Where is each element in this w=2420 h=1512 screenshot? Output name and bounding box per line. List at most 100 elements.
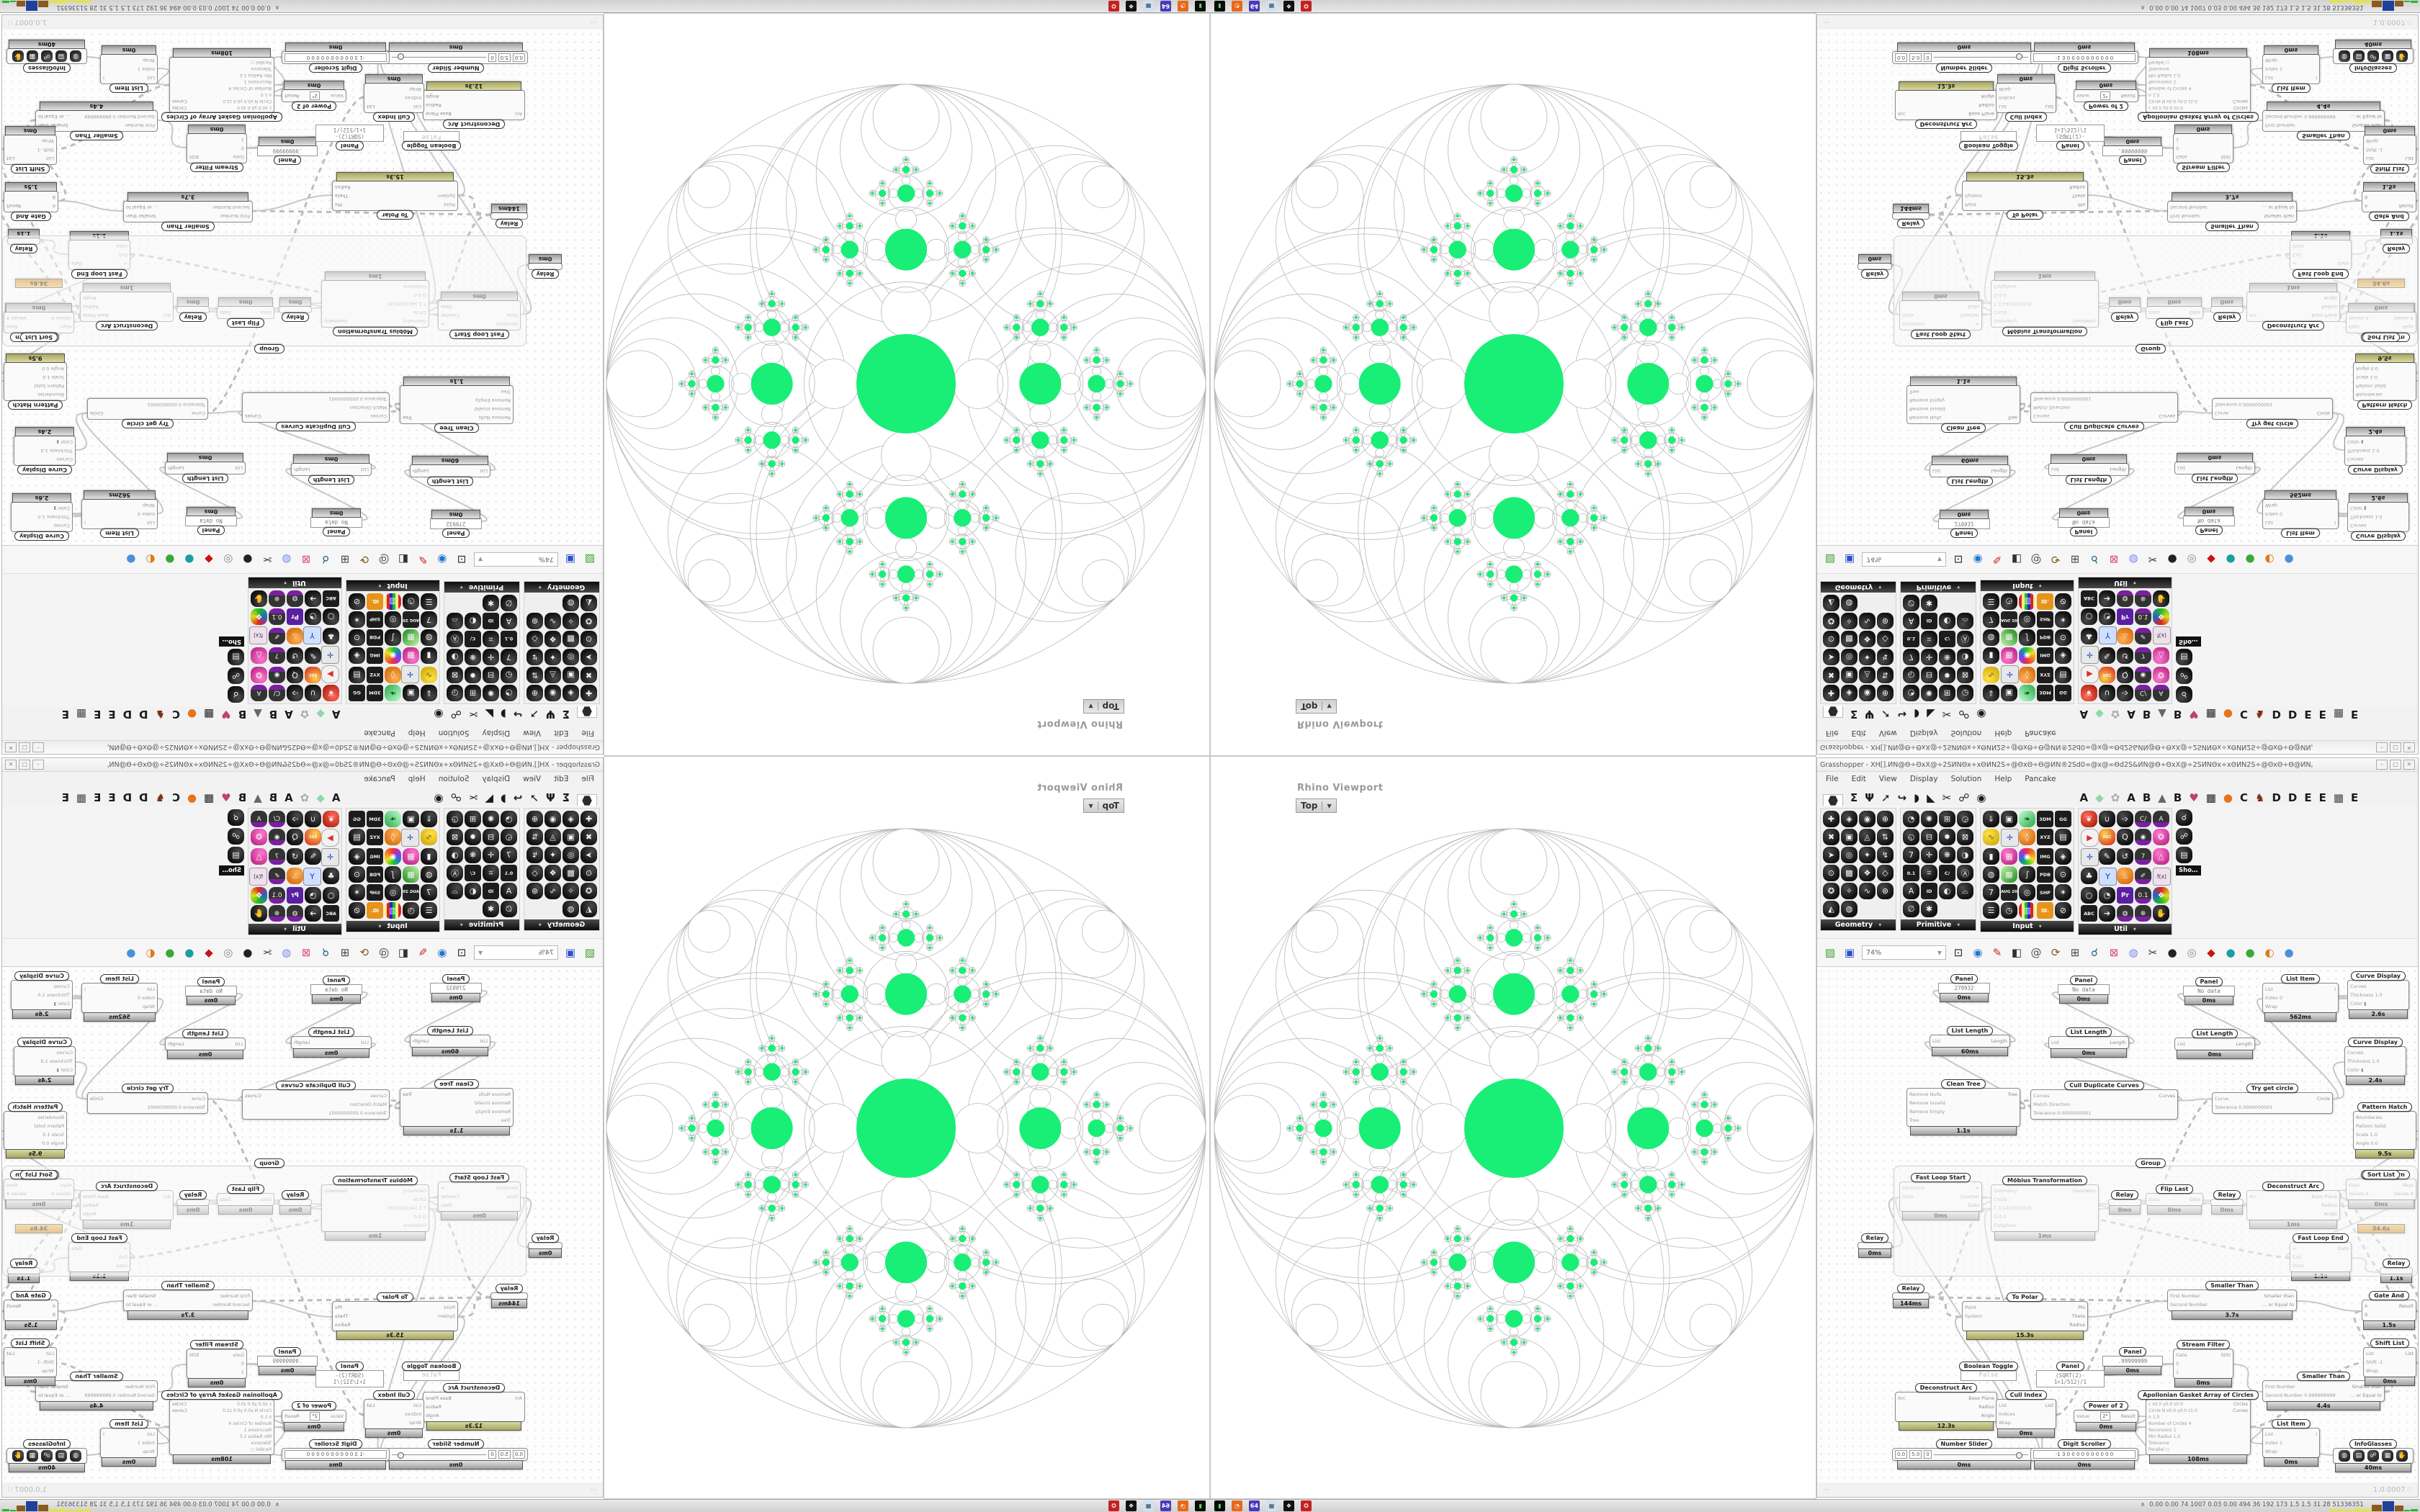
tab-plugin-7[interactable]: ♥ [2189,791,2199,804]
tab-plugin-2[interactable]: ✿ [2110,708,2120,721]
palette-icon-primitive-9[interactable]: ✛ [483,847,499,863]
palette-icon-input-7[interactable]: ◊ [2019,829,2035,845]
tab-plugin-1[interactable]: ◆ [2095,791,2104,804]
palette-icon-util-25[interactable]: ABC [2081,905,2097,922]
node-shift-list[interactable]: Shift List List List Shift -1 Wrap 0ms [4,1338,57,1386]
palette-group-label-geometry[interactable]: Geometry ▾ [1821,919,1896,930]
tab-plugin-11[interactable]: ♞ [2255,791,2265,804]
sphere-dark-icon[interactable]: ● [243,553,253,566]
gh-canvas[interactable]: Panel 279932 0ms List Length List Length 60ms C… [2,967,603,1482]
gift-box-icon[interactable]: ⊠ [2109,553,2119,566]
floppy64-icon[interactable]: 64 [1160,1500,1171,1511]
maximize-button[interactable]: □ [19,742,30,752]
palette-icon-primitive-11[interactable]: ◑ [447,847,463,863]
tab-icon-2[interactable]: ➚ [1881,708,1891,721]
palette-icon-geometry-10[interactable]: ✦ [544,847,561,863]
palette-icon-primitive-4[interactable]: ◵ [1903,829,1919,845]
palette-icon-util-14[interactable]: △ [251,647,267,664]
palette-icon-input-5[interactable]: ∿ [421,829,437,845]
node-pattern-hatch[interactable]: Pattern Hatch Boundaries Pattern Solid Scal… [2353,1102,2416,1158]
palette-icon-primitive-7[interactable]: ⊠ [1957,829,1973,845]
palette-icon-input-8[interactable]: XYZ [2037,667,2053,683]
ball-teal-icon[interactable]: ● [2226,946,2236,959]
palette-icon-geometry-16[interactable]: ✪ [1823,883,1839,899]
palette-icon-primitive-17[interactable]: ID [483,883,499,899]
palette-icon-input-16[interactable]: ▦ [2001,629,2017,646]
node-list-length[interactable]: List Length List Length 60ms [1930,456,2010,486]
sketch-pen-icon[interactable]: ✎ [1992,946,2002,959]
palette-icon-util-1[interactable]: ∪ [305,685,321,701]
palette-icon-geometry-12[interactable]: ⊙ [581,631,597,647]
palette-icon-input-25[interactable]: ☰ [1983,593,1999,610]
canvas-grip[interactable]: ⋯ [1823,1485,1830,1494]
node-power-of-2[interactable]: Power of 2 Value 2ᴿ Result 0ms [2074,1401,2138,1431]
gh-canvas[interactable]: Panel 279932 0ms List Length List Length 60ms C… [1817,967,2418,1482]
ball-orange-icon[interactable]: ◐ [145,946,156,959]
palette-icon-geometry-18[interactable]: ∿ [544,613,561,629]
ball-green-icon[interactable]: ● [165,553,175,566]
palette-icon-primitive-8[interactable]: 7 [501,847,517,863]
palette-icon-primitive-12[interactable]: 0.1 [501,865,517,881]
palette-group-label-util[interactable]: Util ▾ [2079,577,2172,588]
palette-icon-primitive-17[interactable]: ID [483,613,499,629]
menu-item-file[interactable]: File [581,775,594,783]
palette-icon-geometry-5[interactable]: ▣ [1841,829,1857,845]
badge-icon[interactable]: ✪ [1301,1500,1312,1511]
palette-icon-primitive-14[interactable]: C/ [465,865,481,881]
tab-plugin-3[interactable]: A [2127,791,2136,804]
tab-params[interactable] [1823,794,1843,806]
palette-icon-geometry-21[interactable]: ◍ [1841,901,1857,917]
menu-item-display[interactable]: Display [1909,729,1938,737]
ball-orange-icon[interactable]: ◐ [2264,946,2275,959]
node-to-polar[interactable]: To Polar Point Phi System Theta Radius 15.3s [1962,172,2088,220]
palette-icon-input-3[interactable]: 3DM [367,811,383,827]
node-cull-index[interactable]: Cull Index List List Indices Wrap 0ms [364,74,424,122]
window-layout-icon[interactable]: ⊞ [340,553,350,566]
palette-icon-geometry-13[interactable]: ▩ [1841,631,1857,647]
palette-icon-geometry-15[interactable]: ◇ [1877,631,1894,647]
tab-icon-2[interactable]: ➚ [529,791,539,804]
palette-icon-input-10[interactable]: ▮ [421,848,437,865]
palette-icon-util-2[interactable]: ➩ [2117,811,2133,827]
palette-icon-geometry-21[interactable]: ◍ [563,595,579,611]
node-list-length[interactable]: List Length List Length 60ms [410,1026,490,1056]
palette-icon-input-9[interactable]: ▤ [349,829,365,845]
palette-icon-input-22[interactable]: ◎ [2019,611,2035,628]
palette-overflow-icon-2[interactable]: ▤ [228,649,244,665]
tab-icon-0[interactable]: Σ [1850,791,1858,804]
palette-icon-input-19[interactable]: ⊙ [2055,629,2071,646]
palette-icon-primitive-8[interactable]: 7 [1903,847,1919,863]
node-relay[interactable]: Relay 0ms [1857,1233,1892,1258]
palette-group-label-primitive[interactable]: Primitive ▾ [444,582,519,593]
node-gate-and[interactable]: Gate And A Result B 1.5s [4,182,58,221]
node-smaller-than[interactable]: Smaller Than First Number Smaller than Seco… [2167,192,2297,231]
menu-item-display[interactable]: Display [482,775,511,783]
menu-item-edit[interactable]: Edit [554,729,569,737]
panel-value[interactable]: .99999999 [2102,145,2163,156]
palette-icon-util-28[interactable]: ⊗ [269,905,285,922]
wolf-icon[interactable]: ❖ [1126,1500,1137,1511]
badge-icon[interactable]: ✪ [1108,1500,1119,1511]
palette-group-label-input[interactable]: Input ▾ [346,580,439,591]
group-rect[interactable] [2,1166,526,1277]
infoglasses-icon-4[interactable]: ✋ [12,50,24,62]
palette-icon-input-15[interactable]: ◍ [1983,866,1999,883]
gh-titlebar[interactable]: Grasshopper - XH[].ИN@Ө÷ΘxX@÷2SИNΘx÷xΘИN… [2,740,603,754]
palette-icon-input-14[interactable]: ◈ [2055,848,2071,865]
node-group[interactable]: Group [251,344,287,354]
palette-icon-util-12[interactable]: ↺ [287,848,303,865]
tab-plugin-6[interactable]: B [2173,791,2182,804]
palette-icon-util-25[interactable]: ABC [323,590,339,607]
palette-icon-primitive-11[interactable]: ◑ [1957,847,1973,863]
save-file-icon[interactable]: ▣ [1844,946,1855,959]
palette-icon-util-8[interactable]: ◉ [2135,667,2151,683]
palette-icon-input-2[interactable]: ❧ [385,685,401,701]
tab-icon-2[interactable]: ➚ [1881,791,1891,804]
node-curve-display[interactable]: Curve Display Curves Thickness 1.0 Color ▮ 2… [11,971,73,1019]
palette-icon-input-8[interactable]: XYZ [367,667,383,683]
menu-item-solution[interactable]: Solution [1950,775,1982,783]
palette-icon-geometry-14[interactable]: ❖ [544,865,561,881]
palette-icon-geometry-12[interactable]: ⊙ [581,865,597,881]
palette-icon-util-21[interactable]: ◔ [2099,608,2115,625]
